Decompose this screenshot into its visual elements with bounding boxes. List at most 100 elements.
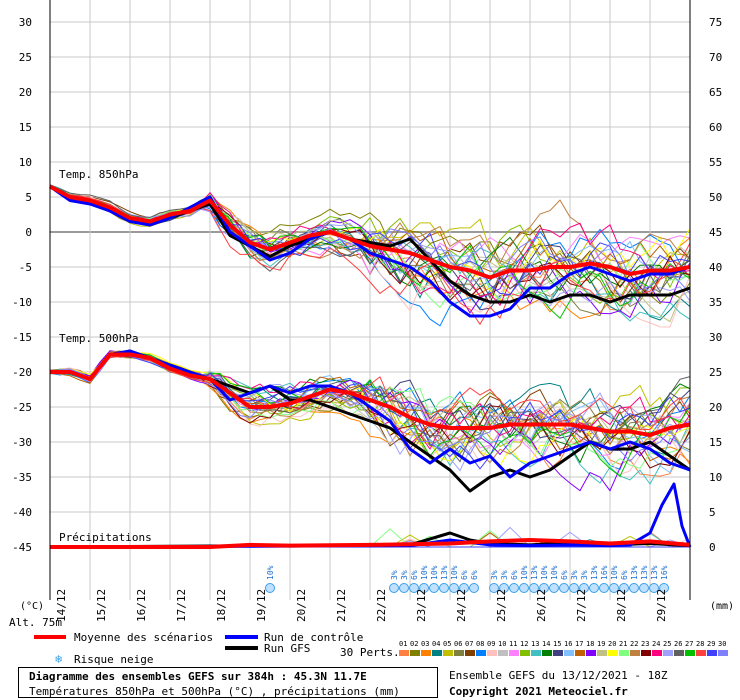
right-tick-label: 60 [709,121,722,134]
snow-flake-marker [399,583,409,593]
date-label: 15/12 [95,589,108,622]
legend-perts-label: 30 Perts. [340,646,400,659]
snow-risk-pct: 10% [550,565,559,580]
left-tick-label: -20 [12,366,32,379]
pert-swatch [685,650,695,656]
snow-risk-pct: 6% [620,570,629,580]
legend-gfs-label: Run GFS [264,642,310,655]
right-tick-label: 35 [709,296,722,309]
left-tick-label: -45 [12,541,32,554]
run-info: Ensemble GEFS du 13/12/2021 - 18Z [449,669,668,682]
legend-snow-label: Risque neige [74,653,153,666]
snow-flake-marker [489,583,499,593]
snow-flake-marker [639,583,649,593]
snow-risk-pct: 3% [570,570,579,580]
chart-title-box: Diagramme des ensembles GEFS sur 384h : … [18,667,438,698]
date-label: 28/12 [615,589,628,622]
date-label: 25/12 [495,589,508,622]
series-t850-moyenne-des-sc-narios [49,184,691,280]
snow-flake-marker [599,583,609,593]
main-series-lines [49,184,692,549]
date-label: 22/12 [375,589,388,622]
pert-number: 04 [432,640,440,648]
pert-swatch [443,650,453,656]
date-label: 14/12 [55,589,68,622]
pert-swatch [696,650,706,656]
snow-flake-marker [439,583,449,593]
left-tick-label: 30 [19,16,32,29]
left-tick-label: -30 [12,436,32,449]
t500-panel-label: Temp. 500hPa [59,332,138,345]
pert-number: 19 [597,640,605,648]
snow-flake-marker [569,583,579,593]
pert-number: 02 [410,640,418,648]
snow-flake-marker [469,583,479,593]
legend-mean-label: Moyenne des scénarios [74,631,213,644]
date-label: 21/12 [335,589,348,622]
pert-swatch [619,650,629,656]
snow-flake-marker [459,583,469,593]
pert-number: 18 [586,640,594,648]
snow-risk-pct: 3% [490,570,499,580]
snow-flake-marker [629,583,639,593]
pert-swatch [586,650,596,656]
pert-number: 26 [674,640,682,648]
altitude-label: Alt. 75m [9,616,62,629]
date-label: 26/12 [535,589,548,622]
pert-swatch [531,650,541,656]
chart-subtitle: Températures 850hPa et 500hPa (°C) , pré… [29,685,400,698]
right-axis-unit: (mm) [710,601,734,612]
snow-risk-pct: 10% [520,565,529,580]
left-tick-label: 20 [19,86,32,99]
pert-number: 21 [619,640,627,648]
left-tick-label: -5 [19,261,32,274]
snow-risk-pct: 6% [470,570,479,580]
pert-swatch [608,650,618,656]
right-tick-label: 45 [709,226,722,239]
left-tick-label: -35 [12,471,32,484]
pert-swatch [652,650,662,656]
right-tick-label: 65 [709,86,722,99]
pert-swatch [553,650,563,656]
series-t850-run-de-contr-le [49,185,691,318]
legend-control-label: Run de contrôle [264,631,363,644]
chart-axes: 302520151050-5-10-15-20-25-30-35-40-4575… [12,0,722,600]
snow-risk-pct: 10% [266,565,275,580]
member-t500-16 [49,355,691,474]
snow-risk-pct: 13% [590,565,599,580]
pert-swatch [641,650,651,656]
snow-flake-marker [509,583,519,593]
pert-number: 23 [641,640,649,648]
snow-flake-marker [409,583,419,593]
pert-number: 05 [443,640,451,648]
pert-swatch [575,650,585,656]
series-precip-run-de-contr-le [49,482,692,549]
date-label: 19/12 [255,589,268,622]
pert-number: 03 [421,640,429,648]
snow-flake-marker [419,583,429,593]
snow-flake-marker [449,583,459,593]
left-tick-label: -15 [12,331,32,344]
right-tick-label: 20 [709,401,722,414]
left-tick-label: 25 [19,51,32,64]
snow-risk-pct: 6% [410,570,419,580]
pert-swatch [597,650,607,656]
copyright: Copyright 2021 Meteociel.fr [449,685,628,698]
pert-swatch [509,650,519,656]
pert-swatch [465,650,475,656]
left-tick-label: 5 [25,191,32,204]
pert-swatch [399,650,409,656]
left-tick-label: 10 [19,156,32,169]
left-tick-label: -25 [12,401,32,414]
snow-flake-marker [519,583,529,593]
snow-flake-marker [589,583,599,593]
pert-swatch [674,650,684,656]
pert-swatch [432,650,442,656]
precip-panel-label: Précipitations [59,531,152,544]
snow-risk-pct: 16% [660,565,669,580]
snow-risk-pct: 6% [510,570,519,580]
pert-swatch [542,650,552,656]
date-label: 29/12 [655,589,668,622]
pert-number: 12 [520,640,528,648]
pert-number: 14 [542,640,550,648]
